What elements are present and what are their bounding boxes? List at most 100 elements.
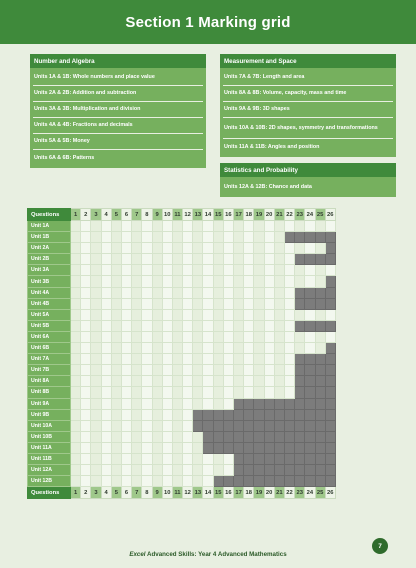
mark-cell[interactable] bbox=[202, 286, 214, 299]
mark-cell[interactable] bbox=[273, 386, 285, 399]
mark-cell[interactable] bbox=[171, 452, 184, 466]
mark-cell[interactable] bbox=[263, 330, 275, 344]
mark-cell[interactable] bbox=[232, 319, 245, 332]
mark-cell[interactable] bbox=[171, 386, 184, 399]
mark-cell[interactable] bbox=[120, 219, 133, 233]
mark-cell[interactable] bbox=[263, 308, 275, 321]
mark-cell[interactable] bbox=[253, 342, 265, 355]
mark-cell[interactable] bbox=[182, 297, 194, 310]
mark-cell[interactable] bbox=[161, 452, 173, 466]
mark-cell[interactable] bbox=[100, 353, 112, 366]
mark-cell[interactable] bbox=[80, 441, 92, 454]
mark-cell[interactable] bbox=[222, 264, 235, 277]
mark-cell[interactable] bbox=[222, 231, 235, 244]
mark-cell[interactable] bbox=[100, 275, 112, 288]
mark-cell[interactable] bbox=[283, 364, 296, 377]
mark-cell[interactable] bbox=[202, 308, 214, 321]
mark-cell[interactable] bbox=[90, 397, 102, 410]
mark-cell[interactable] bbox=[222, 364, 235, 377]
mark-cell[interactable] bbox=[273, 297, 285, 310]
mark-cell[interactable] bbox=[80, 219, 92, 233]
mark-cell[interactable] bbox=[80, 464, 92, 477]
mark-cell[interactable] bbox=[120, 242, 133, 255]
mark-cell[interactable] bbox=[120, 430, 133, 443]
mark-cell[interactable] bbox=[110, 330, 122, 344]
mark-cell[interactable] bbox=[182, 441, 194, 454]
mark-cell[interactable] bbox=[161, 264, 173, 277]
mark-cell[interactable] bbox=[131, 275, 143, 288]
mark-cell[interactable] bbox=[69, 308, 82, 321]
mark-cell[interactable] bbox=[141, 342, 153, 355]
mark-cell[interactable] bbox=[243, 242, 255, 255]
mark-cell[interactable] bbox=[69, 342, 82, 355]
mark-cell[interactable] bbox=[232, 242, 245, 255]
mark-cell[interactable] bbox=[263, 242, 275, 255]
mark-cell[interactable] bbox=[171, 286, 184, 299]
mark-cell[interactable] bbox=[110, 353, 122, 366]
mark-cell[interactable] bbox=[182, 219, 194, 233]
mark-cell[interactable] bbox=[243, 219, 255, 233]
mark-cell[interactable] bbox=[222, 275, 235, 288]
mark-cell[interactable] bbox=[304, 275, 316, 288]
mark-cell[interactable] bbox=[253, 242, 265, 255]
mark-cell[interactable] bbox=[182, 364, 194, 377]
mark-cell[interactable] bbox=[283, 286, 296, 299]
mark-cell[interactable] bbox=[90, 231, 102, 244]
mark-cell[interactable] bbox=[161, 419, 173, 432]
mark-cell[interactable] bbox=[100, 253, 112, 266]
mark-cell[interactable] bbox=[69, 397, 82, 410]
mark-cell[interactable] bbox=[232, 286, 245, 299]
mark-cell[interactable] bbox=[171, 219, 184, 233]
mark-cell[interactable] bbox=[222, 219, 235, 233]
mark-cell[interactable] bbox=[192, 342, 204, 355]
mark-cell[interactable] bbox=[273, 231, 285, 244]
mark-cell[interactable] bbox=[120, 342, 133, 355]
mark-cell[interactable] bbox=[110, 264, 122, 277]
mark-cell[interactable] bbox=[273, 308, 285, 321]
mark-cell[interactable] bbox=[69, 386, 82, 399]
mark-cell[interactable] bbox=[171, 397, 184, 410]
mark-cell[interactable] bbox=[120, 308, 133, 321]
mark-cell[interactable] bbox=[253, 375, 265, 388]
mark-cell[interactable] bbox=[131, 231, 143, 244]
mark-cell[interactable] bbox=[141, 419, 153, 432]
mark-cell[interactable] bbox=[120, 364, 133, 377]
mark-cell[interactable] bbox=[151, 419, 163, 432]
mark-cell[interactable] bbox=[263, 275, 275, 288]
mark-cell[interactable] bbox=[141, 275, 153, 288]
mark-cell[interactable] bbox=[253, 308, 265, 321]
mark-cell[interactable] bbox=[273, 342, 285, 355]
mark-cell[interactable] bbox=[141, 452, 153, 466]
mark-cell[interactable] bbox=[100, 419, 112, 432]
mark-cell[interactable] bbox=[232, 231, 245, 244]
mark-cell[interactable] bbox=[110, 342, 122, 355]
mark-cell[interactable] bbox=[212, 386, 224, 399]
mark-cell[interactable] bbox=[324, 264, 336, 277]
mark-cell[interactable] bbox=[131, 364, 143, 377]
mark-cell[interactable] bbox=[212, 364, 224, 377]
mark-cell[interactable] bbox=[69, 419, 82, 432]
mark-cell[interactable] bbox=[90, 286, 102, 299]
mark-cell[interactable] bbox=[273, 353, 285, 366]
mark-cell[interactable] bbox=[80, 408, 92, 421]
mark-cell[interactable] bbox=[253, 253, 265, 266]
mark-cell[interactable] bbox=[192, 375, 204, 388]
mark-cell[interactable] bbox=[151, 375, 163, 388]
mark-cell[interactable] bbox=[263, 253, 275, 266]
mark-cell[interactable] bbox=[192, 308, 204, 321]
mark-cell[interactable] bbox=[192, 430, 204, 443]
mark-cell[interactable] bbox=[110, 364, 122, 377]
mark-cell[interactable] bbox=[243, 375, 255, 388]
mark-cell[interactable] bbox=[80, 330, 92, 344]
mark-cell[interactable] bbox=[243, 353, 255, 366]
mark-cell[interactable] bbox=[100, 375, 112, 388]
mark-cell[interactable] bbox=[222, 242, 235, 255]
mark-cell[interactable] bbox=[131, 430, 143, 443]
mark-cell[interactable] bbox=[294, 330, 306, 344]
mark-cell[interactable] bbox=[141, 231, 153, 244]
mark-cell[interactable] bbox=[314, 330, 326, 344]
mark-cell[interactable] bbox=[171, 441, 184, 454]
mark-cell[interactable] bbox=[120, 297, 133, 310]
mark-cell[interactable] bbox=[192, 452, 204, 466]
mark-cell[interactable] bbox=[100, 330, 112, 344]
